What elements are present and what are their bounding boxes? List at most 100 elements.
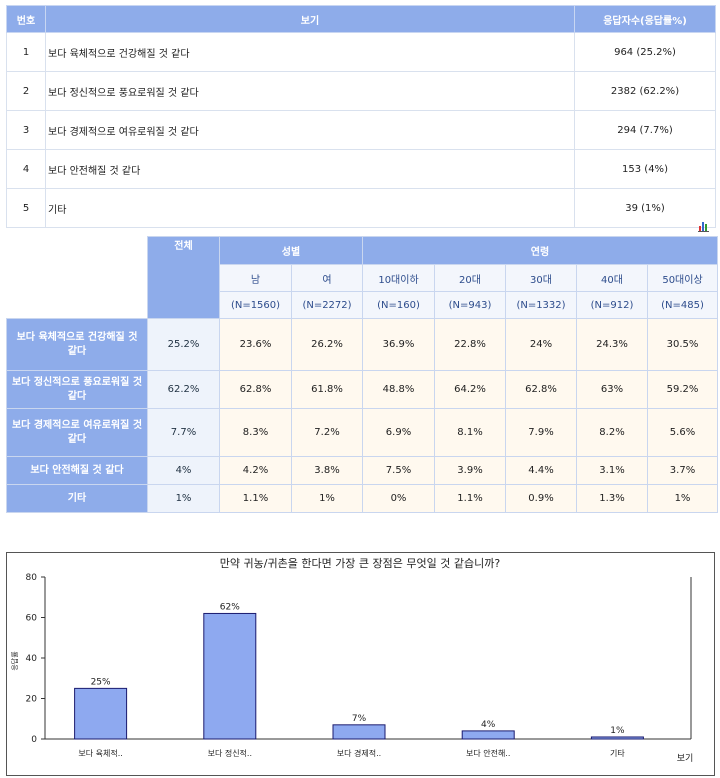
summary-table: 번호 보기 응답자수(응답률%) 1 보다 육체적으로 건강해질 것 같다 964 … bbox=[6, 5, 716, 228]
cross-table: 전체 성별 연령 남 여 10대이하 20대 30대 40대 50대이상 (N=1560)(… bbox=[6, 236, 718, 513]
column-label: 남 bbox=[219, 264, 292, 292]
header-total: 전체 bbox=[147, 236, 220, 319]
row-label: 기타 bbox=[45, 188, 575, 228]
header-option: 보기 bbox=[45, 5, 575, 33]
value-cell: 62.8% bbox=[505, 370, 577, 409]
bar-chart: 만약 귀농/귀촌을 한다면 가장 큰 장점은 무엇일 것 같습니까? 0 20 40 6… bbox=[6, 552, 715, 776]
row-count: 294 (7.7%) bbox=[574, 110, 716, 150]
x-tick-label: 보다 정신적.. bbox=[208, 748, 252, 758]
value-cell: 61.8% bbox=[291, 370, 363, 409]
row-label: 보다 육체적으로 건강해질 것 같다 bbox=[6, 318, 148, 371]
column-label: 40대 bbox=[576, 264, 648, 292]
value-cell: 26.2% bbox=[291, 318, 363, 371]
value-cell: 7.2% bbox=[291, 408, 363, 457]
row-count: 2382 (62.2%) bbox=[574, 71, 716, 111]
value-cell: 7.5% bbox=[362, 456, 435, 485]
value-cell: 48.8% bbox=[362, 370, 435, 409]
x-tick-label: 보다 안전해.. bbox=[466, 748, 510, 758]
value-cell: 59.2% bbox=[647, 370, 718, 409]
bar-value-label: 1% bbox=[610, 726, 625, 736]
value-cell: 8.3% bbox=[219, 408, 292, 457]
column-n: (N=2272) bbox=[291, 291, 363, 319]
column-n: (N=943) bbox=[434, 291, 506, 319]
row-count: 153 (4%) bbox=[574, 149, 716, 189]
corner-blank bbox=[6, 236, 148, 319]
row-count: 964 (25.2%) bbox=[574, 32, 716, 72]
x-tick-label: 보다 경제적.. bbox=[337, 748, 381, 758]
bar-value-label: 62% bbox=[220, 602, 240, 612]
value-cell: 1% bbox=[647, 484, 718, 513]
column-label: 여 bbox=[291, 264, 363, 292]
bar-value-label: 4% bbox=[481, 720, 496, 730]
value-cell: 30.5% bbox=[647, 318, 718, 371]
value-cell: 3.1% bbox=[576, 456, 648, 485]
value-cell: 1.1% bbox=[219, 484, 292, 513]
value-cell: 3.9% bbox=[434, 456, 506, 485]
value-cell: 0.9% bbox=[505, 484, 577, 513]
value-cell: 8.2% bbox=[576, 408, 648, 457]
table-row: 보다 경제적으로 여유로워질 것 같다 7.7% 8.3% 7.2% 6.9% 8.1% 7… bbox=[6, 408, 718, 457]
value-cell: 3.7% bbox=[647, 456, 718, 485]
row-number: 3 bbox=[6, 110, 46, 150]
column-n: (N=1332) bbox=[505, 291, 577, 319]
table-row: 5 기타 39 (1%) bbox=[6, 188, 716, 228]
x-tick-label: 보다 육체적.. bbox=[78, 748, 122, 758]
value-cell: 1.1% bbox=[434, 484, 506, 513]
y-tick-label: 0 bbox=[31, 735, 37, 745]
row-count: 39 (1%) bbox=[574, 188, 716, 228]
table-row: 보다 정신적으로 풍요로워질 것 같다 62.2% 62.8% 61.8% 48.8% 6… bbox=[6, 370, 718, 409]
x-axis-label: 보기 bbox=[677, 753, 694, 764]
row-label: 보다 육체적으로 건강해질 것 같다 bbox=[45, 32, 575, 72]
table-row: 2 보다 정신적으로 풍요로워질 것 같다 2382 (62.2%) bbox=[6, 71, 716, 111]
column-label: 20대 bbox=[434, 264, 506, 292]
bar bbox=[590, 736, 644, 740]
row-number: 4 bbox=[6, 149, 46, 189]
row-number: 2 bbox=[6, 71, 46, 111]
value-cell: 4.2% bbox=[219, 456, 292, 485]
row-label: 보다 안전해질 것 같다 bbox=[45, 149, 575, 189]
bar-value-label: 7% bbox=[352, 714, 367, 724]
value-cell: 36.9% bbox=[362, 318, 435, 371]
value-cell: 22.8% bbox=[434, 318, 506, 371]
summary-header-row: 번호 보기 응답자수(응답률%) bbox=[6, 5, 716, 33]
row-number: 5 bbox=[6, 188, 46, 228]
header-count: 응답자수(응답률%) bbox=[574, 5, 716, 33]
value-cell: 4.4% bbox=[505, 456, 577, 485]
y-axis-label: 응답률 bbox=[10, 651, 19, 671]
column-n: (N=1560) bbox=[219, 291, 292, 319]
value-cell: 62.2% bbox=[147, 370, 220, 409]
value-cell: 7.7% bbox=[147, 408, 220, 457]
row-label: 기타 bbox=[6, 484, 148, 513]
value-cell: 1% bbox=[147, 484, 220, 513]
row-label: 보다 안전해질 것 같다 bbox=[6, 456, 148, 485]
column-label: 10대이하 bbox=[362, 264, 435, 292]
y-tick-label: 60 bbox=[26, 614, 38, 624]
bar bbox=[461, 730, 515, 740]
value-cell: 4% bbox=[147, 456, 220, 485]
value-cell: 24% bbox=[505, 318, 577, 371]
value-cell: 23.6% bbox=[219, 318, 292, 371]
value-cell: 5.6% bbox=[647, 408, 718, 457]
value-cell: 1.3% bbox=[576, 484, 648, 513]
column-label: 30대 bbox=[505, 264, 577, 292]
table-row: 3 보다 경제적으로 여유로워질 것 같다 294 (7.7%) bbox=[6, 110, 716, 150]
header-age: 연령 bbox=[362, 236, 718, 265]
row-label: 보다 정신적으로 풍요로워질 것 같다 bbox=[45, 71, 575, 111]
value-cell: 63% bbox=[576, 370, 648, 409]
table-row: 1 보다 육체적으로 건강해질 것 같다 964 (25.2%) bbox=[6, 32, 716, 72]
column-n: (N=160) bbox=[362, 291, 435, 319]
chart-title: 만약 귀농/귀촌을 한다면 가장 큰 장점은 무엇일 것 같습니까? bbox=[220, 556, 501, 570]
y-tick-label: 20 bbox=[26, 695, 38, 705]
value-cell: 0% bbox=[362, 484, 435, 513]
value-cell: 62.8% bbox=[219, 370, 292, 409]
bar-chart-icon[interactable] bbox=[697, 220, 711, 232]
y-tick-label: 80 bbox=[26, 573, 38, 583]
column-n: (N=485) bbox=[647, 291, 718, 319]
row-number: 1 bbox=[6, 32, 46, 72]
value-cell: 7.9% bbox=[505, 408, 577, 457]
column-label: 50대이상 bbox=[647, 264, 718, 292]
value-cell: 1% bbox=[291, 484, 363, 513]
header-gender: 성별 bbox=[219, 236, 363, 265]
row-label: 보다 정신적으로 풍요로워질 것 같다 bbox=[6, 370, 148, 409]
value-cell: 25.2% bbox=[147, 318, 220, 371]
